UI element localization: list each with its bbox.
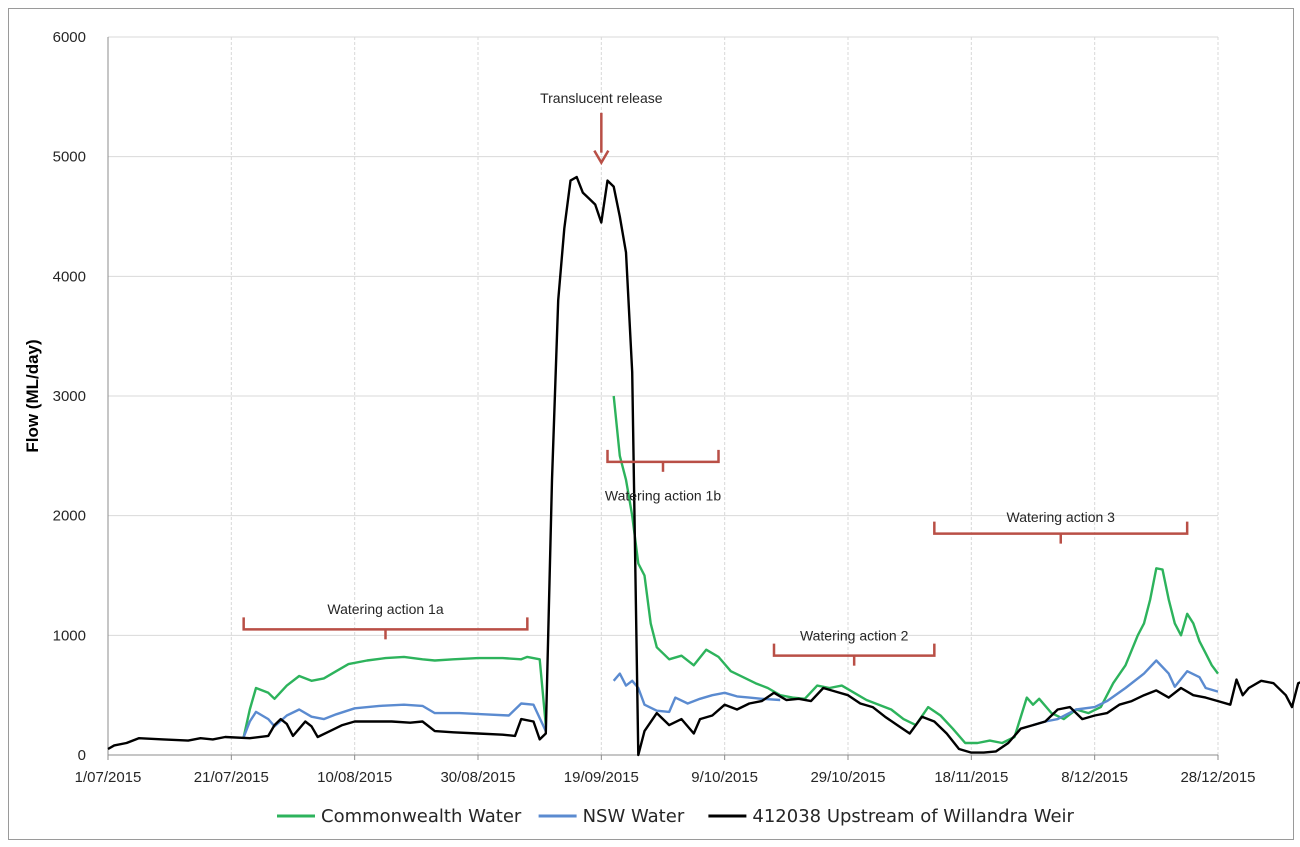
x-tick-labels: 1/07/2015 21/07/2015 10/08/2015 30/08/2015 1… [75, 769, 1256, 786]
legend-label-nsw-water: NSW Water [583, 806, 685, 827]
annotations: Translucent release Watering action 1a Wat… [242, 90, 1189, 666]
y-axis-label: Flow (ML/day) [23, 339, 42, 452]
x-tick-label: 21/07/2015 [194, 769, 269, 786]
series-line-commonwealth-water [242, 655, 547, 738]
series-line-commonwealth-water [612, 395, 1219, 745]
annotation-watering-action-1a: Watering action 1a [327, 601, 443, 617]
x-tick-label: 10/08/2015 [317, 769, 392, 786]
legend-label-412038-upstream-of-willandra-weir: 412038 Upstream of Willandra Weir [752, 806, 1074, 827]
chart-frame [8, 8, 1294, 840]
x-tick-label: 30/08/2015 [440, 769, 515, 786]
axes [107, 37, 1219, 760]
annotation-watering-action-1b: Watering action 1b [605, 487, 721, 503]
series-line-nsw-water [612, 672, 781, 714]
y-tick-label: 5000 [53, 149, 86, 166]
y-tick-label: 6000 [53, 29, 86, 46]
x-tick-label: 1/07/2015 [75, 769, 142, 786]
x-tick-label: 8/12/2015 [1061, 769, 1128, 786]
x-tick-label: 9/10/2015 [691, 769, 758, 786]
series-line-nsw-water [242, 702, 547, 738]
y-tick-label: 3000 [53, 388, 86, 405]
annotation-watering-action-3: Watering action 3 [1007, 509, 1116, 525]
y-tick-label: 1000 [53, 627, 86, 644]
annotation-translucent-release: Translucent release [540, 90, 663, 106]
annotation-watering-action-2: Watering action 2 [800, 627, 909, 643]
x-tick-label: 28/12/2015 [1180, 769, 1255, 786]
bracket-watering-action-1a [242, 617, 529, 631]
grid-lines [108, 36, 1219, 755]
legend: Commonwealth Water NSW Water 412038 Upstre… [277, 806, 1075, 827]
legend-label-commonwealth-water: Commonwealth Water [321, 806, 522, 827]
series-line-nsw-water [1032, 659, 1219, 727]
y-tick-label: 4000 [53, 268, 86, 285]
bracket-watering-action-1b [606, 449, 720, 464]
y-tick-label: 2000 [53, 508, 86, 525]
x-tick-label: 18/11/2015 [934, 769, 1008, 786]
x-tick-label: 29/10/2015 [810, 769, 885, 786]
y-tick-labels: 0 1000 2000 3000 4000 5000 6000 [53, 29, 86, 764]
series-lines [107, 175, 1300, 757]
series-line-412038-upstream-of-willandra-weir [107, 175, 1300, 757]
y-tick-label: 0 [78, 747, 86, 764]
bracket-watering-action-2 [772, 643, 936, 657]
arrow-head [593, 150, 610, 166]
x-tick-label: 19/09/2015 [564, 769, 639, 786]
